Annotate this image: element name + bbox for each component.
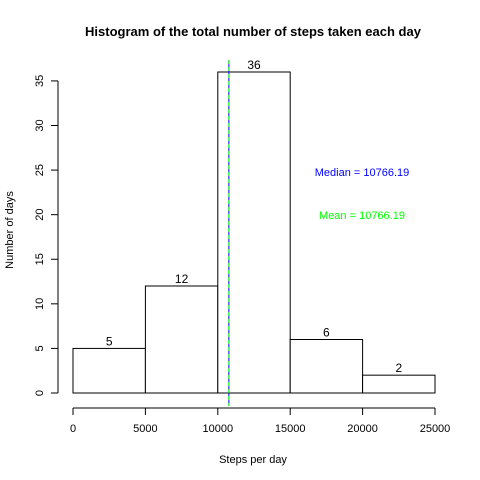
histogram-bars [72,71,436,394]
histogram-bar [217,71,291,394]
y-tick-label: 0 [34,390,46,396]
x-tick-label: 10000 [203,423,234,435]
histogram-bar [289,339,364,394]
x-tick-label: 0 [70,423,76,435]
x-axis-label: Steps per day [219,454,287,466]
median-annotation: Median = 10766.19 [315,167,410,179]
histogram-bar [72,347,146,394]
x-tick-label: 25000 [420,423,451,435]
y-tick-label: 10 [34,298,46,310]
y-tick-label: 30 [34,119,46,131]
y-tick-label: 35 [34,75,46,87]
bar-count-labels: 5 12 36 6 2 [106,58,403,375]
x-tick-label: 5000 [133,423,157,435]
y-tick-label: 5 [34,345,46,351]
y-tick-label: 20 [34,209,46,221]
histogram-bar [362,374,436,394]
x-axis: 0 5000 10000 15000 20000 25000 [70,407,451,435]
y-tick-label: 15 [34,253,46,265]
chart-title: Histogram of the total number of steps t… [85,24,422,39]
mean-annotation: Mean = 10766.19 [319,210,405,222]
bar-count-label: 6 [323,326,330,340]
x-tick-label: 20000 [347,423,378,435]
bar-count-label: 36 [247,58,261,72]
y-tick-label: 25 [34,164,46,176]
y-axis: 0 5 10 15 20 25 30 35 [34,75,59,396]
y-axis-label: Number of days [4,191,16,269]
bar-count-label: 12 [175,272,189,286]
x-tick-label: 15000 [275,423,306,435]
histogram-bar [144,285,219,394]
bar-count-label: 2 [395,361,402,375]
bar-count-label: 5 [106,334,113,348]
